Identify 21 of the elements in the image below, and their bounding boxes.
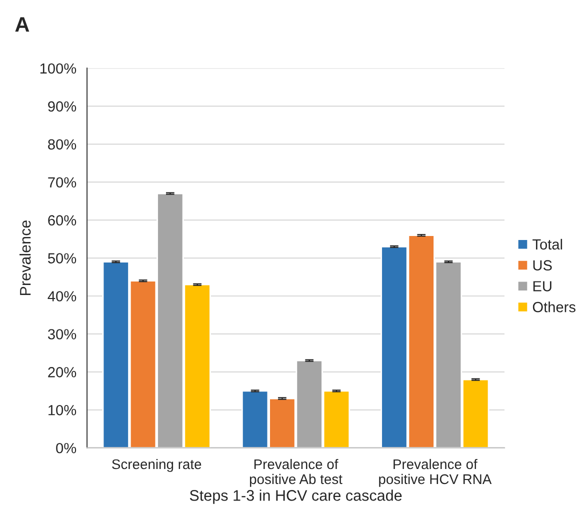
y-tick-label: 40% <box>48 291 76 302</box>
y-tick-label: 10% <box>48 404 76 416</box>
x-axis-title: Steps 1-3 in HCV care cascade <box>190 490 402 504</box>
x-tick-label: Prevalence of positive HCV RNA <box>379 458 492 487</box>
y-tick-label: 70% <box>48 177 76 188</box>
y-tick-label: 80% <box>48 139 76 150</box>
y-tick-label: 0% <box>56 442 76 454</box>
y-tick-label: 60% <box>48 215 76 226</box>
x-tick-label: Screening rate <box>112 458 202 472</box>
legend-label: EU <box>533 281 552 292</box>
y-tick-label: 30% <box>48 329 76 340</box>
chart-title: A <box>15 17 30 32</box>
y-tick-label: 90% <box>48 101 76 112</box>
legend-label: Total <box>532 238 562 250</box>
x-tick-label: Prevalence of positive Ab test <box>250 458 342 487</box>
y-tick-label: 50% <box>48 253 76 264</box>
y-axis-title: Prevalence <box>20 220 31 295</box>
y-tick-label: 100% <box>40 63 76 74</box>
legend-label: US <box>533 260 552 270</box>
legend-label: Others <box>532 302 576 312</box>
y-tick-label: 20% <box>48 367 76 378</box>
